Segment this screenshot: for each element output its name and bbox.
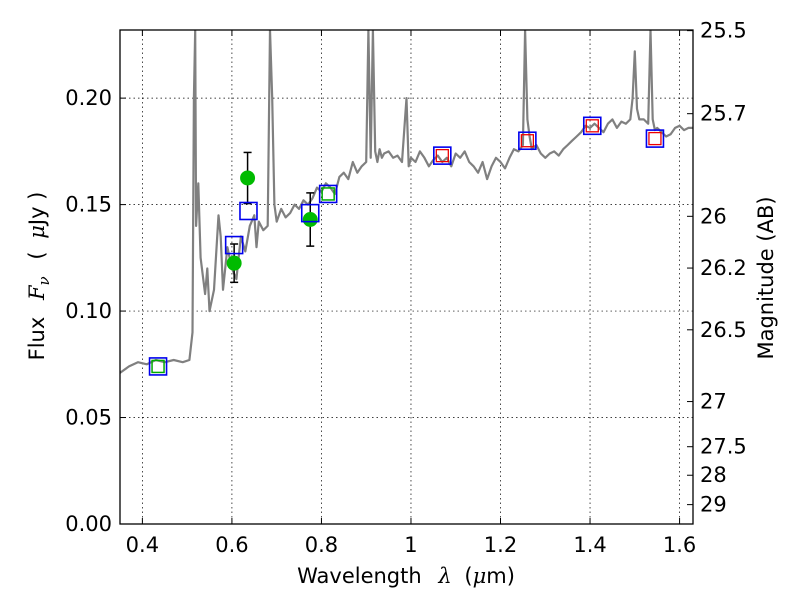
model-band-square-blue xyxy=(300,203,320,223)
x-tick-label: 1.2 xyxy=(484,533,517,557)
model-band-square-red xyxy=(585,119,599,133)
y2-tick-label: 27.5 xyxy=(700,435,747,459)
x-tick-label: 1 xyxy=(404,533,417,557)
y2-axis-label: Magnitude (AB) xyxy=(754,196,778,359)
y-tick-label: 0.05 xyxy=(65,406,112,430)
y-tick-label: 0.10 xyxy=(65,299,112,323)
axis-ticks: 0.4 0.6 0.8 1 1.2 1.4 1.6 0.00 0.05 0.10 0.15 0.20 2… xyxy=(65,19,747,557)
grid-lines xyxy=(120,30,693,525)
x-tick-label: 0.8 xyxy=(305,533,338,557)
model-band-square-blue xyxy=(645,129,665,148)
y2-tick-label: 28 xyxy=(700,463,727,487)
observed-flux-point xyxy=(302,212,318,228)
model-band-square-green xyxy=(151,359,165,374)
y2-tick-label: 25.7 xyxy=(700,102,747,126)
observed-flux-point xyxy=(240,170,256,186)
y-axis-label: Flux Fν ( μJy ) xyxy=(25,192,54,361)
y-tick-label: 0.20 xyxy=(65,86,112,110)
observed-flux-point xyxy=(226,255,242,271)
plot-area xyxy=(120,30,693,376)
model-band-square-blue xyxy=(433,146,452,165)
model-band-square-red xyxy=(648,131,662,146)
y-tick-label: 0.00 xyxy=(65,512,112,536)
y-tick-label: 0.15 xyxy=(65,193,112,217)
model-band-square-blue xyxy=(318,184,338,204)
model-band-square-blue xyxy=(224,235,244,255)
x-tick-label: 0.4 xyxy=(126,533,159,557)
x-tick-label: 0.6 xyxy=(215,533,248,557)
model-band-square-red xyxy=(435,148,449,163)
y2-tick-label: 27 xyxy=(700,390,727,414)
axes-frame xyxy=(119,29,694,525)
model-band-square-blue xyxy=(148,357,168,376)
x-axis-label: Wavelength λ (μm) xyxy=(297,564,515,588)
x-tick-label: 1.6 xyxy=(663,533,696,557)
model-spectrum-line xyxy=(120,30,693,374)
model-band-square-blue xyxy=(239,201,258,221)
y2-tick-label: 26.2 xyxy=(700,256,747,280)
y2-tick-label: 29 xyxy=(700,493,727,517)
model-band-square-red xyxy=(520,134,535,148)
model-band-square-blue xyxy=(582,116,602,136)
x-tick-label: 1.4 xyxy=(573,533,606,557)
y2-tick-label: 26 xyxy=(700,204,727,228)
y2-tick-label: 25.5 xyxy=(700,19,747,43)
model-band-square-blue xyxy=(518,131,537,151)
model-band-square-green xyxy=(321,187,335,201)
y2-tick-label: 26.5 xyxy=(700,318,747,342)
